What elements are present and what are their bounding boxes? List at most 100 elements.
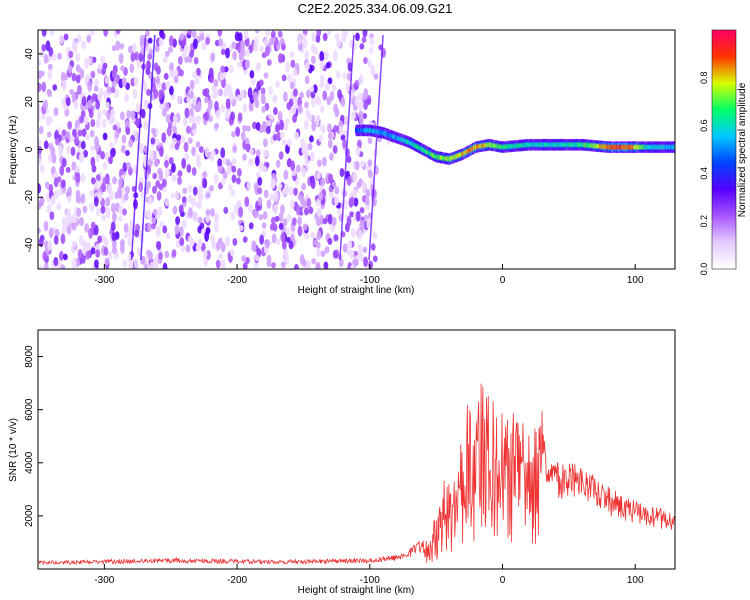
- heatmap-noise-cell: [372, 255, 378, 263]
- heatmap-noise-cell: [189, 49, 195, 58]
- heatmap-noise-cell: [202, 178, 208, 189]
- heatmap-noise-cell: [185, 125, 191, 134]
- heatmap-noise-cell: [108, 190, 114, 201]
- heatmap-noise-cell: [149, 150, 155, 161]
- heatmap-noise-cell: [219, 73, 225, 81]
- heatmap-noise-cell: [255, 171, 261, 178]
- heatmap-noise-cell: [294, 263, 299, 269]
- heatmap-noise-cell: [43, 53, 49, 64]
- heatmap-noise-cell: [232, 145, 238, 154]
- heatmap-noise-cell: [316, 207, 322, 217]
- heatmap-noise-cell: [123, 232, 129, 239]
- heatmap-noise-cell: [316, 230, 322, 241]
- heatmap-noise-cell: [224, 108, 230, 120]
- heatmap-noise-cell: [297, 104, 303, 114]
- heatmap-noise-cell: [95, 119, 101, 129]
- heatmap-noise-cell: [322, 218, 328, 225]
- heatmap-noise-cell: [356, 181, 362, 189]
- y-tick-label: -40: [24, 237, 35, 252]
- heatmap-noise-cell: [291, 104, 297, 115]
- heatmap-noise-cell: [231, 131, 236, 138]
- heatmap-noise-cell: [336, 209, 342, 216]
- heatmap-noise-cell: [172, 114, 178, 125]
- colorbar-tick-label: 0.2: [699, 215, 709, 228]
- heatmap-noise-cell: [194, 77, 200, 85]
- heatmap-noise-cell: [183, 44, 189, 55]
- heatmap-noise-cell: [290, 160, 296, 172]
- heatmap-noise-cell: [90, 145, 95, 152]
- heatmap-noise-cell: [193, 56, 199, 65]
- heatmap-noise-cell: [65, 96, 71, 107]
- heatmap-noise-cell: [103, 237, 109, 248]
- heatmap-noise-cell: [73, 136, 79, 145]
- heatmap-noise-cell: [108, 156, 113, 165]
- heatmap-noise-cell: [311, 257, 317, 265]
- heatmap-noise-cell: [118, 177, 123, 188]
- heatmap-noise-cell: [110, 202, 116, 214]
- heatmap-noise-cell: [343, 199, 348, 210]
- heatmap-noise-cell: [253, 91, 258, 102]
- heatmap-noise-cell: [288, 186, 294, 196]
- heatmap-noise-cell: [151, 222, 156, 230]
- heatmap-y-axis-label: Frequency (Hz): [8, 116, 19, 185]
- heatmap-noise-cell: [56, 202, 62, 211]
- heatmap-noise-cell: [220, 242, 226, 253]
- heatmap-noise-cell: [281, 139, 287, 146]
- heatmap-noise-cell: [72, 128, 77, 138]
- heatmap-noise-cell: [150, 137, 156, 145]
- heatmap-noise-cell: [45, 40, 51, 52]
- heatmap-noise-cell: [38, 104, 42, 115]
- heatmap-noise-cell: [118, 215, 123, 222]
- heatmap-noise-cell: [351, 111, 356, 120]
- heatmap-noise-cell: [38, 203, 42, 210]
- heatmap-noise-cell: [368, 47, 374, 54]
- heatmap-noise-cell: [281, 240, 287, 250]
- heatmap-noise-cell: [293, 187, 298, 196]
- y-tick-label: 6000: [24, 398, 35, 421]
- heatmap-noise-cell: [48, 153, 53, 163]
- heatmap-noise-cell: [127, 253, 133, 263]
- heatmap-noise-cell: [38, 145, 43, 155]
- heatmap-noise-cell: [182, 117, 188, 127]
- heatmap-noise-cell: [367, 169, 373, 179]
- heatmap-noise-cell: [126, 109, 132, 119]
- heatmap-noise-cell: [270, 178, 276, 187]
- heatmap-noise-cell: [283, 169, 289, 181]
- heatmap-noise-cell: [349, 211, 355, 218]
- heatmap-noise-cell: [289, 51, 295, 58]
- heatmap-noise-cell: [165, 114, 171, 123]
- heatmap-noise-cell: [205, 208, 211, 216]
- heatmap-noise-cell: [248, 222, 254, 230]
- heatmap-noise-cell: [112, 176, 117, 185]
- heatmap-noise-cell: [284, 118, 290, 126]
- heatmap-noise-cell: [75, 189, 81, 201]
- heatmap-noise-cell: [328, 152, 334, 161]
- heatmap-noise-cell: [83, 149, 89, 158]
- heatmap-noise-cell: [258, 79, 264, 87]
- heatmap-noise-cell: [112, 211, 117, 223]
- heatmap-noise-cell: [233, 204, 239, 213]
- heatmap-noise-cell: [152, 185, 157, 194]
- heatmap-noise-cell: [307, 113, 313, 121]
- heatmap-noise-cell: [192, 115, 197, 123]
- heatmap-noise-cell: [225, 98, 231, 110]
- heatmap-noise-cell: [146, 209, 152, 221]
- heatmap-noise-cell: [43, 99, 48, 110]
- heatmap-noise-cell: [179, 237, 185, 247]
- heatmap-noise-cell: [295, 164, 301, 173]
- heatmap-noise-cell: [70, 146, 76, 157]
- heatmap-noise-cell: [119, 111, 125, 121]
- heatmap-noise-cell: [220, 147, 226, 159]
- heatmap-noise-cell: [235, 126, 241, 137]
- heatmap-noise-cell: [342, 72, 348, 79]
- heatmap-noise-cell: [146, 88, 151, 97]
- heatmap-noise-cell: [238, 224, 244, 232]
- heatmap-noise-cell: [355, 146, 361, 157]
- heatmap-noise-cell: [102, 109, 108, 116]
- heatmap-noise-cell: [338, 258, 344, 268]
- heatmap-noise-cell: [301, 166, 307, 178]
- heatmap-noise-cell: [61, 157, 67, 168]
- heatmap-noise-cell: [230, 111, 235, 121]
- heatmap-noise-cell: [292, 95, 298, 104]
- colorbar-ticks: 0.0 0.2 0.4 0.6 0.8: [699, 72, 709, 276]
